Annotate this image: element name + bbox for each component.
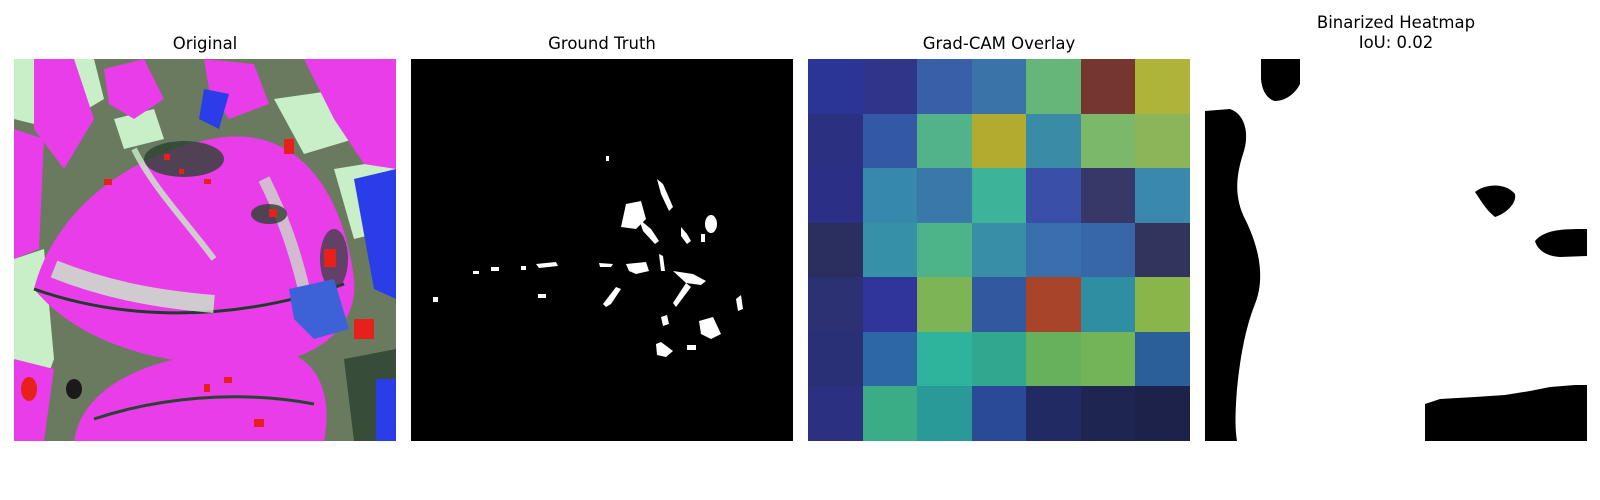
gradcam-cell-2-2 <box>917 168 972 223</box>
gradcam-cell-5-6 <box>1135 332 1190 386</box>
ground-truth-mask <box>411 59 793 441</box>
binarized-mask-shapes <box>1205 59 1587 441</box>
gradcam-cell-1-4 <box>1026 114 1081 168</box>
gradcam-cell-1-0 <box>808 114 863 168</box>
panel-title-ground-truth: Ground Truth <box>548 34 656 53</box>
gradcam-cell-1-2 <box>917 114 972 168</box>
binarized-heatmap-mask <box>1205 59 1587 441</box>
gradcam-grid <box>808 59 1190 441</box>
gradcam-heatmap <box>808 59 1190 441</box>
gradcam-cell-4-4 <box>1026 277 1081 332</box>
gradcam-cell-3-6 <box>1135 223 1190 277</box>
gradcam-cell-0-2 <box>917 59 972 114</box>
gradcam-cell-2-1 <box>863 168 917 223</box>
panel-binarized-heatmap: Binarized Heatmap IoU: 0.02 <box>1205 0 1587 450</box>
gradcam-cell-0-6 <box>1135 59 1190 114</box>
panel-gradcam-overlay: Grad-CAM Overlay <box>808 0 1190 450</box>
ground-truth-lesion-spots <box>411 59 793 441</box>
gradcam-cell-6-5 <box>1081 386 1135 441</box>
gradcam-cell-2-5 <box>1081 168 1135 223</box>
panel-title-binarized: Binarized Heatmap IoU: 0.02 <box>1316 13 1476 52</box>
gradcam-cell-1-5 <box>1081 114 1135 168</box>
gradcam-cell-0-3 <box>972 59 1026 114</box>
gradcam-cell-3-2 <box>917 223 972 277</box>
gradcam-cell-3-1 <box>863 223 917 277</box>
panel-title-gradcam: Grad-CAM Overlay <box>922 34 1076 53</box>
gradcam-cell-6-0 <box>808 386 863 441</box>
gradcam-cell-5-0 <box>808 332 863 386</box>
gradcam-cell-4-1 <box>863 277 917 332</box>
gradcam-cell-5-1 <box>863 332 917 386</box>
gradcam-cell-3-3 <box>972 223 1026 277</box>
gradcam-cell-4-3 <box>972 277 1026 332</box>
gradcam-cell-1-6 <box>1135 114 1190 168</box>
gradcam-cell-5-2 <box>917 332 972 386</box>
gradcam-cell-6-3 <box>972 386 1026 441</box>
gradcam-cell-0-5 <box>1081 59 1135 114</box>
gradcam-cell-2-6 <box>1135 168 1190 223</box>
gradcam-cell-6-2 <box>917 386 972 441</box>
gradcam-cell-2-0 <box>808 168 863 223</box>
gradcam-cell-0-0 <box>808 59 863 114</box>
gradcam-cell-6-6 <box>1135 386 1190 441</box>
panel-ground-truth: Ground Truth <box>411 0 793 450</box>
gradcam-cell-4-6 <box>1135 277 1190 332</box>
gradcam-cell-2-4 <box>1026 168 1081 223</box>
gradcam-cell-3-5 <box>1081 223 1135 277</box>
gradcam-cell-6-4 <box>1026 386 1081 441</box>
gradcam-cell-5-4 <box>1026 332 1081 386</box>
gradcam-cell-4-5 <box>1081 277 1135 332</box>
original-image <box>14 59 396 441</box>
gradcam-cell-4-0 <box>808 277 863 332</box>
gradcam-cell-5-5 <box>1081 332 1135 386</box>
gradcam-cell-0-1 <box>863 59 917 114</box>
gradcam-cell-0-4 <box>1026 59 1081 114</box>
gradcam-cell-5-3 <box>972 332 1026 386</box>
gradcam-cell-4-2 <box>917 277 972 332</box>
gradcam-cell-1-1 <box>863 114 917 168</box>
gradcam-cell-6-1 <box>863 386 917 441</box>
gradcam-cell-2-3 <box>972 168 1026 223</box>
gradcam-cell-3-4 <box>1026 223 1081 277</box>
panel-title-original: Original <box>172 34 238 53</box>
gradcam-cell-3-0 <box>808 223 863 277</box>
panel-original: Original <box>14 0 396 450</box>
gradcam-cell-1-3 <box>972 114 1026 168</box>
original-leaf-photo <box>14 59 396 441</box>
